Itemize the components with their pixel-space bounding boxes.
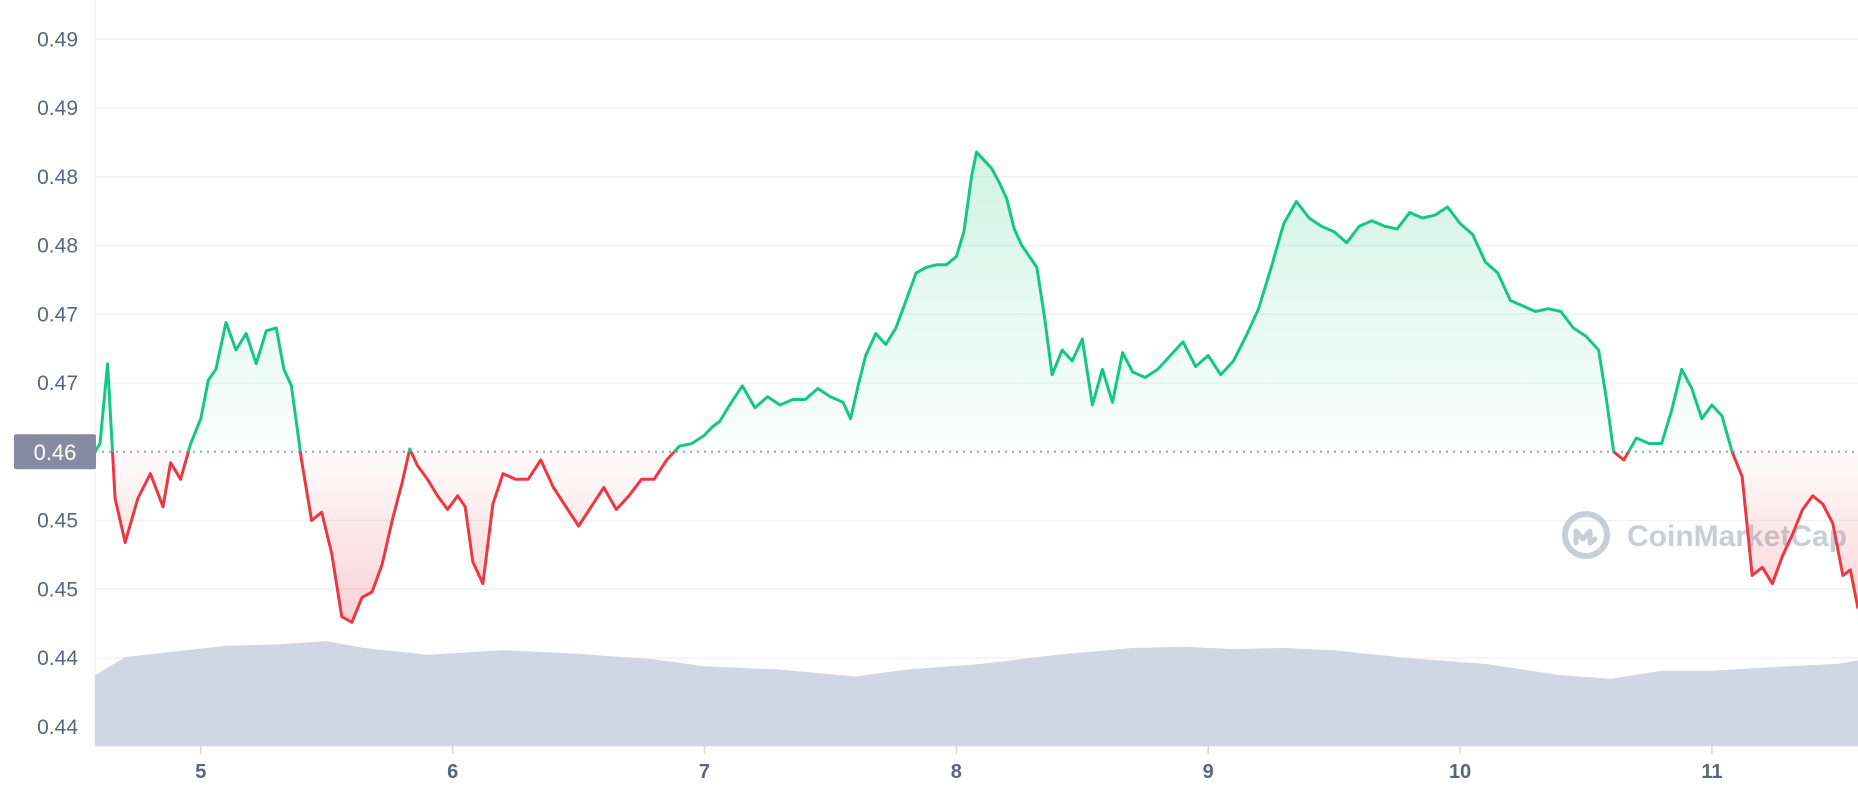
y-tick-label: 0.49	[37, 97, 78, 120]
y-tick-label: 0.45	[37, 510, 78, 533]
x-tick-label: 8	[951, 761, 962, 783]
y-axis: 0.49 0.49 0.48 0.48 0.47 0.47 0.45 0.45 0.44 0.44	[37, 28, 78, 739]
x-axis: 5 6 7 8 9 10 11	[195, 746, 1723, 783]
x-tick-label: 9	[1203, 761, 1214, 783]
x-tick-label: 11	[1701, 761, 1722, 783]
y-tick-label: 0.44	[37, 716, 78, 739]
watermark-text: CoinMarketCap	[1627, 520, 1847, 553]
badge-value: 0.46	[34, 440, 77, 465]
reference-price-badge: 0.46	[14, 434, 96, 470]
y-tick-label: 0.47	[37, 303, 78, 326]
x-tick-label: 10	[1449, 761, 1471, 783]
y-tick-label: 0.48	[37, 235, 78, 258]
y-tick-label: 0.48	[37, 166, 78, 189]
volume-area	[95, 641, 1858, 746]
y-tick-label: 0.44	[37, 647, 78, 670]
y-tick-label: 0.45	[37, 578, 78, 601]
x-tick-label: 6	[447, 761, 458, 783]
price-line-up[interactable]	[93, 150, 1858, 622]
watermark: CoinMarketCap	[1562, 511, 1847, 559]
y-tick-label: 0.49	[37, 28, 78, 51]
x-tick-label: 5	[195, 761, 206, 783]
x-tick-label: 7	[699, 761, 710, 783]
badge-background	[14, 434, 96, 470]
coinmarketcap-logo-icon	[1562, 511, 1610, 559]
y-tick-label: 0.47	[37, 372, 78, 395]
price-line-down[interactable]	[94, 152, 1858, 624]
